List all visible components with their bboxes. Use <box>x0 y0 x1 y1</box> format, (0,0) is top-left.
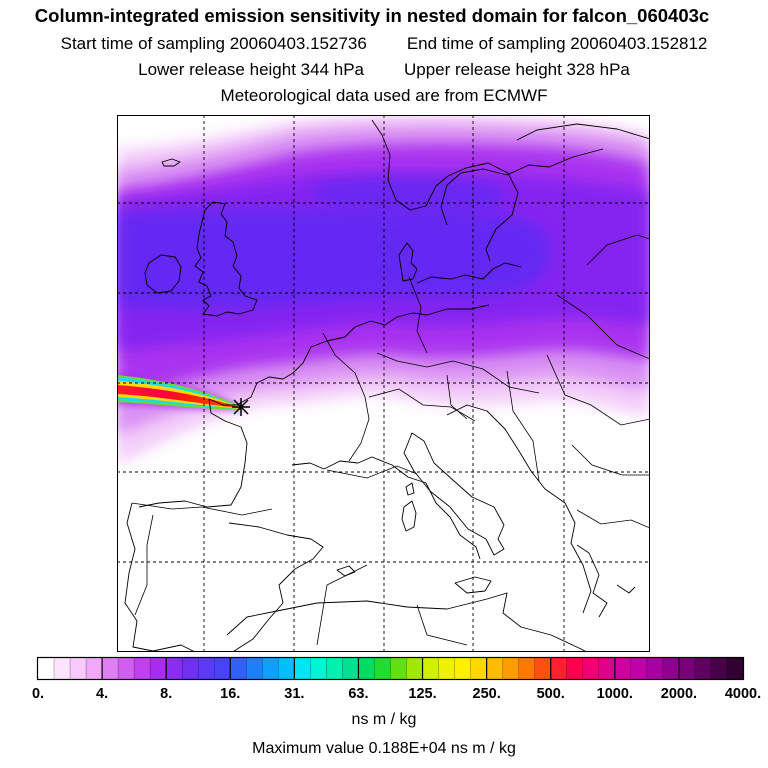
end-time-label: End time of sampling 20060403.152812 <box>406 34 708 53</box>
colorbar-cell <box>598 658 616 679</box>
country-borders <box>131 234 650 646</box>
colorbar-cell <box>86 658 103 679</box>
continent-coast <box>236 304 490 406</box>
colorbar-cell <box>150 658 167 679</box>
colorbar-units: ns m / kg <box>351 711 417 728</box>
colorbar-cell <box>214 658 231 679</box>
plume-band-red <box>117 385 241 409</box>
colorbar-cell <box>454 658 472 679</box>
colorbar-cells <box>38 658 744 679</box>
colorbar-cell <box>470 658 488 679</box>
maximum-value: Maximum value 0.188E+04 ns m / kg <box>252 740 516 757</box>
colorbar-cell <box>374 658 391 679</box>
colorbar-cell <box>326 658 343 679</box>
colorbar-cell <box>342 658 359 679</box>
colorbar-tick-label: 2000. <box>660 686 698 702</box>
colorbar-tick-label: 4. <box>96 686 109 702</box>
colorbar-cell <box>166 658 183 679</box>
colorbar-cell <box>726 658 744 679</box>
italy-coast <box>403 432 505 556</box>
iberia-coast <box>124 502 324 652</box>
colorbar-cell <box>246 658 263 679</box>
colorbar-cell <box>406 658 423 679</box>
colorbar-cell <box>502 658 520 679</box>
field-level-peak <box>117 208 550 309</box>
colorbar-tick-label: 1000. <box>596 686 633 702</box>
colorbar-cell <box>710 658 728 679</box>
colorbar-cell <box>662 658 680 679</box>
colorbar-tick-label: 8. <box>160 686 173 702</box>
upper-release-label: Upper release height 328 hPa <box>404 60 630 79</box>
ireland-coast <box>144 254 182 294</box>
colorbar-tick-label: 0. <box>31 686 45 702</box>
colorbar-cell <box>678 658 696 679</box>
colorbar-tick-label: 16. <box>220 686 241 702</box>
lower-release-label: Lower release height 344 hPa <box>138 60 364 79</box>
colorbar-cell <box>102 658 119 679</box>
colorbar-cell <box>134 658 151 679</box>
map-panel <box>117 115 650 652</box>
colorbar-cell <box>582 658 600 679</box>
colorbar-cell <box>358 658 375 679</box>
colorbar-tick-label: 31. <box>284 686 305 702</box>
colorbar-cell <box>646 658 664 679</box>
colorbar-frame <box>36 656 745 681</box>
colorbar-cell <box>230 658 247 679</box>
release-heights: Lower release height 344 hPa Upper releas… <box>0 60 768 80</box>
colorbar-cell <box>422 658 439 679</box>
great-britain-coast <box>194 201 258 317</box>
field-level-peak-north <box>313 177 504 213</box>
colorbar-cell <box>38 658 55 679</box>
colorbar-major-dividers <box>101 658 680 679</box>
plume-trail <box>117 373 241 411</box>
colorbar-tick-label: 63. <box>348 686 369 702</box>
meteo-source: Meteorological data used are from ECMWF <box>220 86 548 105</box>
sampling-times: Start time of sampling 20060403.152736 En… <box>0 34 768 54</box>
star-icon <box>232 398 250 416</box>
colorbar-tick-label: 125. <box>408 686 437 702</box>
colorbar-tick-label: 250. <box>472 686 501 702</box>
north-africa-coast <box>226 592 588 652</box>
colorbar-cell <box>534 658 552 679</box>
colorbar-cell <box>278 658 295 679</box>
colorbar-cell <box>630 658 648 679</box>
colorbar-cell <box>118 658 135 679</box>
map-frame <box>117 115 650 652</box>
graticule <box>117 115 650 652</box>
colorbar-cell <box>438 658 455 679</box>
colorbar-tick-label: 500. <box>536 686 565 702</box>
plot-title: Column-integrated emission sensitivity i… <box>34 5 710 26</box>
colorbar-cell <box>182 658 199 679</box>
coastlines <box>124 119 650 652</box>
colorbar-cell <box>518 658 536 679</box>
start-time-label: Start time of sampling 20060403.152736 <box>60 34 367 53</box>
colorbar-cell <box>70 658 87 679</box>
colorbar-cell <box>310 658 327 679</box>
colorbar-cell <box>614 658 632 679</box>
colorbar-tick-label: 4000. <box>724 686 762 702</box>
colorbar <box>36 656 745 681</box>
colorbar-cell <box>550 658 568 679</box>
colorbar-cell <box>486 658 504 679</box>
colorbar-cell <box>198 658 215 679</box>
colorbar-cell <box>294 658 311 679</box>
colorbar-cell <box>390 658 407 679</box>
colorbar-cell <box>54 658 71 679</box>
scandinavia-coast <box>371 119 519 262</box>
colorbar-cell <box>566 658 584 679</box>
colorbar-cell <box>262 658 279 679</box>
colorbar-cell <box>694 658 712 679</box>
